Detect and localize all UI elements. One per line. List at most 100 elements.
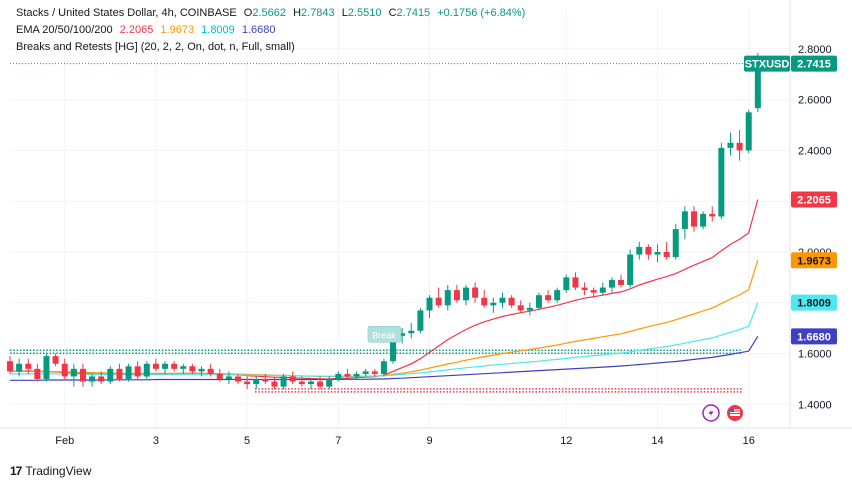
high-label: H [293, 7, 302, 19]
candle-body [535, 295, 542, 308]
candle-body [25, 363, 32, 369]
candle [198, 366, 205, 377]
candle-body [298, 381, 305, 385]
candle-body [70, 368, 77, 377]
symbol-price-tag-label: STXUSD [745, 59, 790, 71]
candle-body [672, 229, 679, 258]
candle [162, 361, 169, 374]
open-value: 2.5662 [252, 7, 286, 19]
candle-body [353, 373, 360, 377]
candle-body [736, 142, 743, 151]
candle-body [399, 333, 406, 336]
legend-breaks-row[interactable]: Breaks and Retests [HG] (20, 2, 2, On, d… [16, 39, 525, 56]
candle-body [271, 381, 278, 387]
change-value: +0.1756 (+6.84%) [437, 7, 526, 19]
y-tick-label: 2.4000 [798, 145, 832, 157]
candle [463, 285, 469, 306]
candle [189, 363, 196, 374]
candle-body [581, 287, 588, 291]
candle-body [180, 366, 187, 369]
candle [654, 244, 661, 263]
candle [444, 285, 451, 311]
candle-body [590, 290, 597, 293]
candle [663, 241, 670, 260]
x-tick-label: Feb [55, 435, 74, 447]
candle [61, 358, 68, 379]
y-tick-label: 1.6000 [798, 349, 832, 361]
candle-body [435, 297, 442, 306]
candle [216, 368, 223, 382]
candle-body [645, 246, 652, 255]
candle-body [681, 211, 688, 230]
candle-body [34, 368, 41, 379]
candle-body [700, 213, 707, 227]
candle-body [636, 246, 643, 255]
candle-body [362, 371, 369, 374]
candle-body [754, 63, 761, 109]
candle [344, 368, 351, 379]
ema20-value: 2.2065 [119, 24, 154, 36]
candle [691, 206, 697, 232]
lightning-icon [708, 407, 714, 419]
legend-ema-row[interactable]: EMA 20/50/100/200 2.2065 1.9673 1.8009 1… [16, 22, 525, 39]
candle-body [663, 252, 670, 258]
candle [89, 373, 96, 387]
candle-body [618, 279, 625, 286]
candle-body [654, 252, 661, 255]
candle-body [554, 290, 561, 301]
symbol-title[interactable]: Stacks / United States Dollar, 4h, COINB… [16, 7, 237, 19]
candle [262, 373, 269, 385]
candle [709, 206, 716, 222]
candle-body [317, 381, 324, 387]
candle-body [280, 376, 287, 387]
candle [508, 295, 515, 308]
close-label: C [388, 7, 397, 19]
y-tick-label: 2.8000 [798, 44, 832, 56]
candle-body [43, 356, 50, 379]
flag-canton-icon [730, 409, 734, 412]
candle [572, 272, 579, 291]
tradingview-logo-icon[interactable]: 17 [10, 464, 22, 478]
candle [499, 292, 506, 308]
breaks-study-name: Breaks and Retests [HG] (20, 2, 2, On, d… [16, 41, 295, 53]
candle-body [371, 371, 378, 374]
candle [70, 363, 77, 387]
candle [380, 358, 387, 377]
flag-icon [730, 409, 740, 416]
candle [180, 363, 187, 374]
candle [271, 376, 278, 390]
candle-body [189, 366, 196, 372]
candle [152, 358, 159, 372]
candle-body [235, 376, 241, 382]
candle [326, 376, 333, 390]
candle-body [727, 142, 734, 148]
candle [681, 206, 688, 240]
x-tick-label: 3 [153, 435, 159, 447]
price-label [791, 252, 837, 269]
candle-body [125, 366, 132, 379]
candle [453, 285, 460, 303]
candle [535, 292, 542, 311]
candle [134, 361, 141, 379]
candle [335, 371, 342, 382]
candle-body [171, 363, 178, 369]
candle-body [709, 213, 716, 217]
candle [225, 371, 232, 385]
candle-body [417, 310, 424, 331]
y-tick-label: 1.4000 [798, 399, 832, 411]
price-label [791, 191, 837, 208]
candle-body [718, 147, 725, 217]
candle-body [107, 368, 114, 382]
candle [426, 295, 433, 319]
candle-body [426, 297, 433, 311]
x-tick-label: 16 [743, 435, 755, 447]
open-label: O [243, 7, 253, 19]
tradingview-brand[interactable]: TradingView [25, 464, 92, 478]
candle [125, 363, 132, 382]
price-label-value: 1.8009 [797, 298, 831, 310]
candle [700, 211, 707, 230]
candle [307, 379, 314, 390]
candle-body [545, 295, 552, 301]
